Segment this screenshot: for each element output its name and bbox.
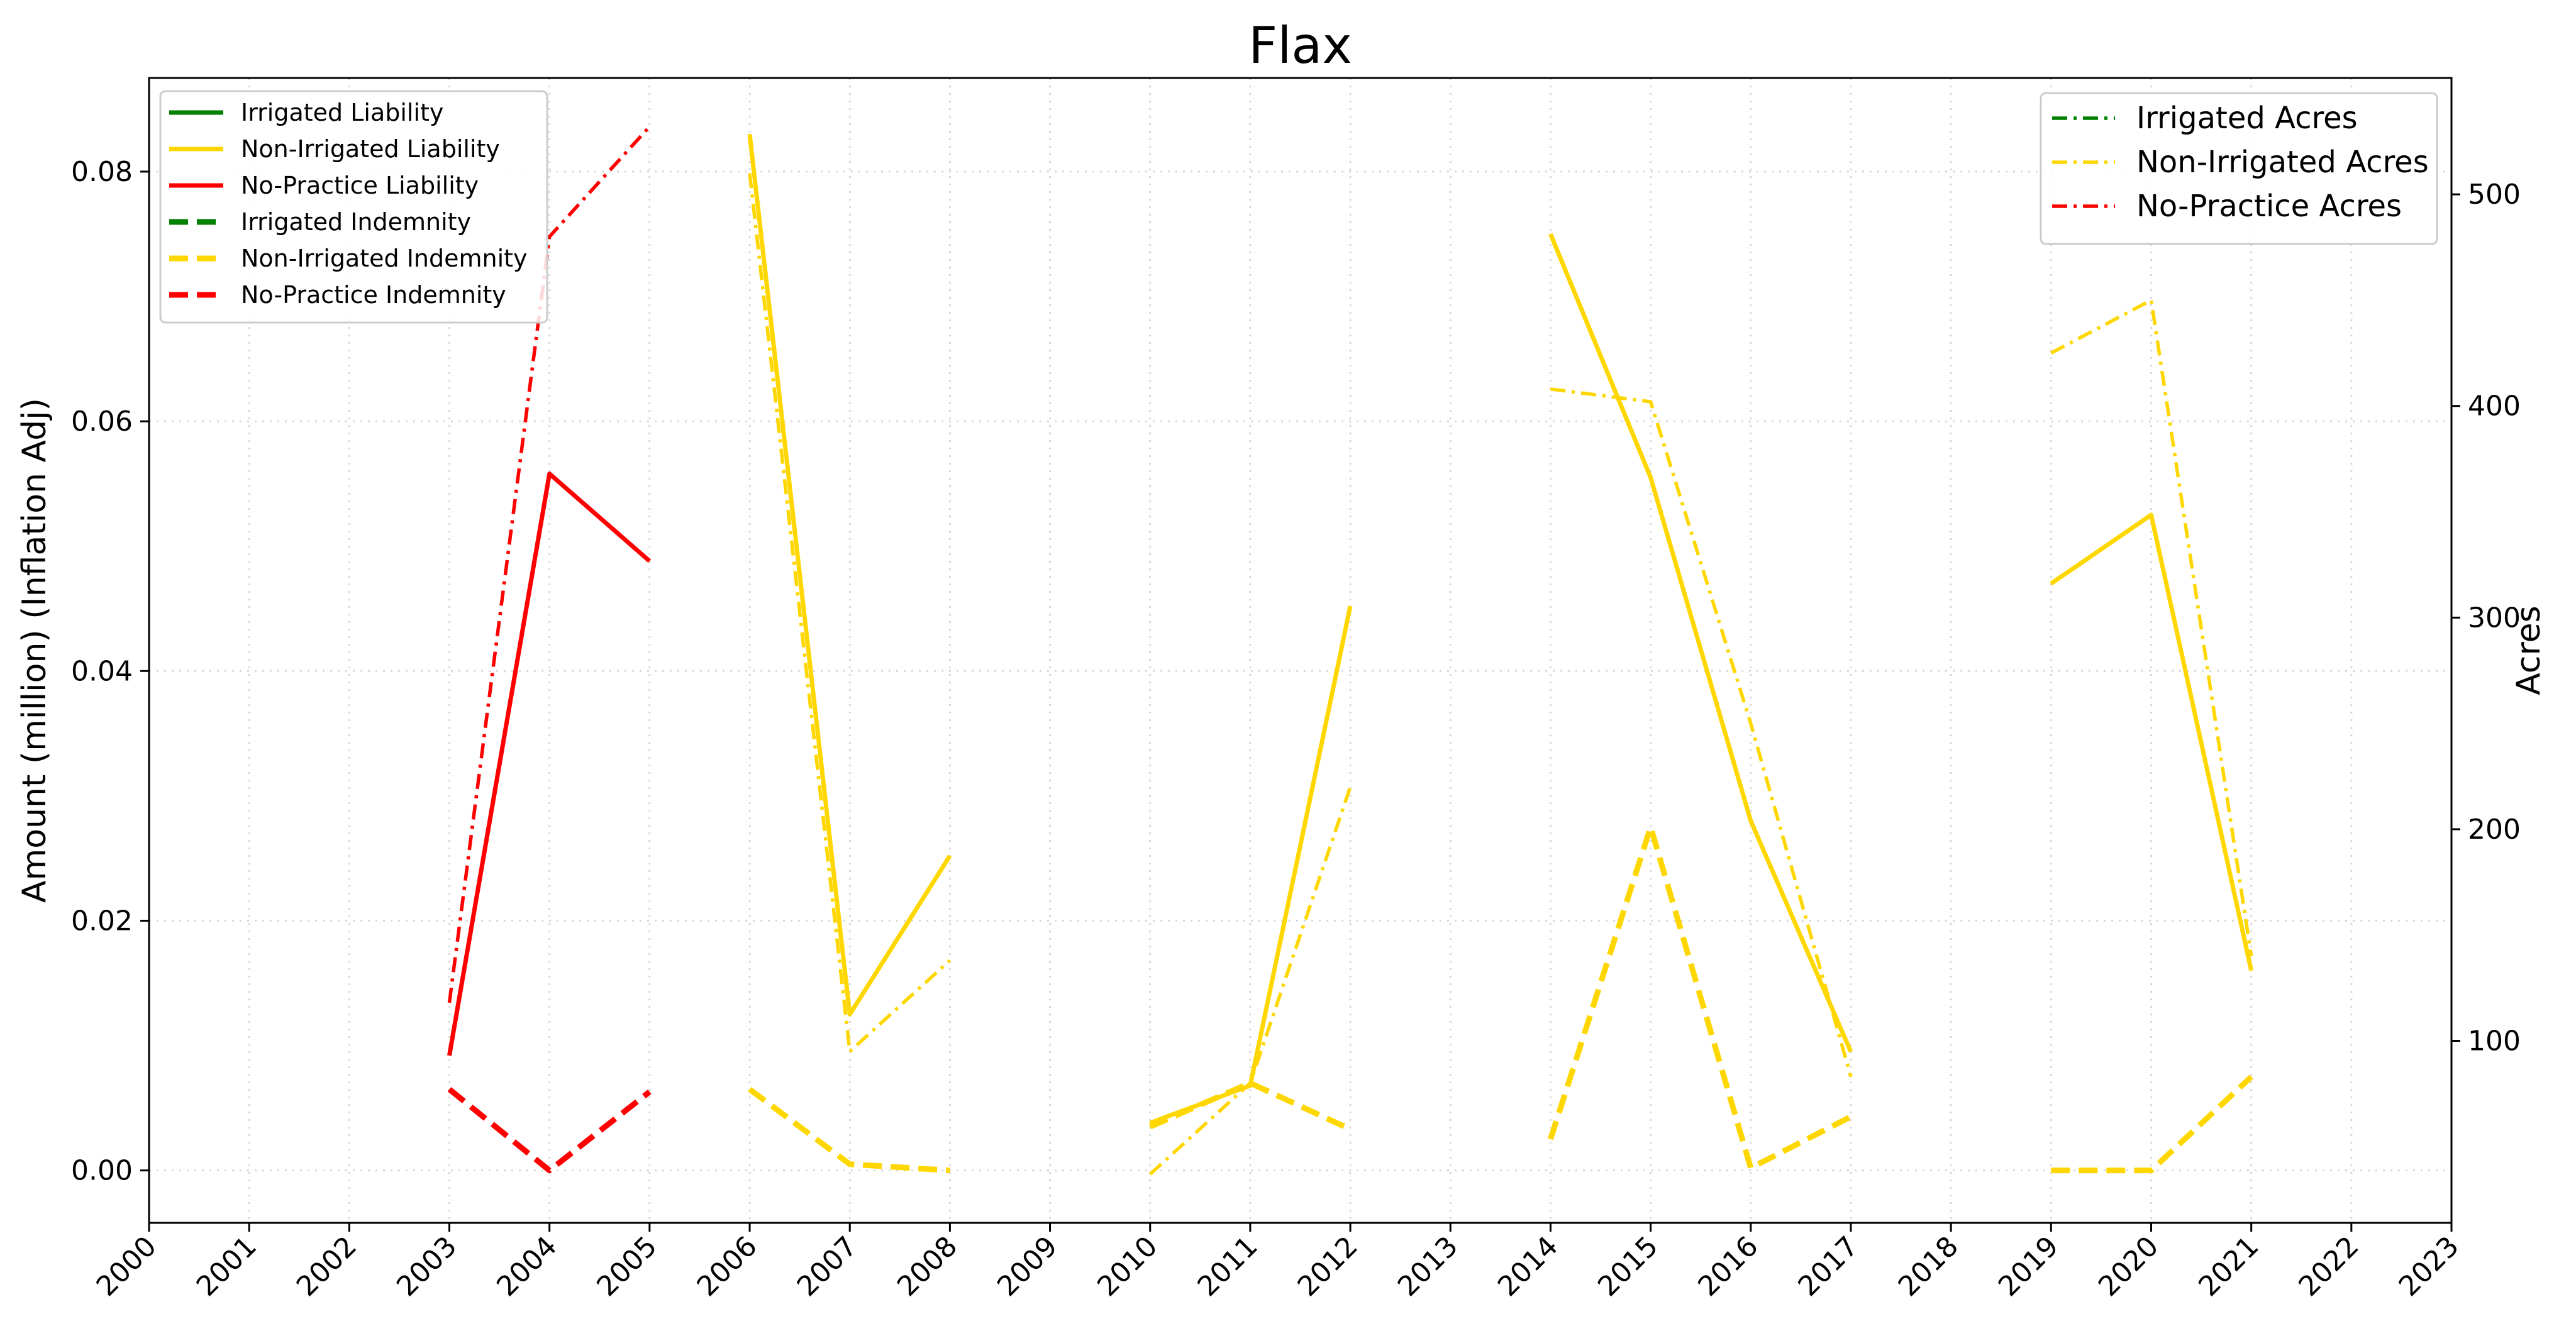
legend-entry-label: Non-Irrigated Indemnity: [241, 245, 528, 272]
series-line-no-practice-liability: [447, 472, 652, 1056]
legend-left-box: [159, 90, 548, 324]
series-line-non-irrigated-indemnity: [1548, 824, 1853, 1171]
x-tick-label: 2023: [2393, 1230, 2465, 1303]
x-tick-label: 2000: [91, 1230, 163, 1303]
legend-entry-label: Non-Irrigated Liability: [241, 135, 500, 163]
x-tick-label: 2006: [691, 1230, 763, 1303]
series-line-no-practice-indemnity: [447, 1087, 652, 1174]
y-tick-label: 0.02: [71, 905, 133, 937]
series-line-no-practice-acres: [447, 125, 651, 1003]
series-line-non-irrigated-acres: [1148, 786, 1352, 1176]
x-tick-label: 2016: [1692, 1230, 1764, 1303]
legend-entry-label: Irrigated Acres: [2136, 101, 2358, 136]
series-line-non-irrigated-indemnity: [2051, 1074, 2253, 1174]
x-tick-label: 2007: [791, 1230, 863, 1303]
legend-entry-label: No-Practice Liability: [241, 172, 479, 199]
x-tick-label: 2005: [591, 1230, 663, 1303]
x-tick-label: 2017: [1792, 1230, 1864, 1303]
chart-title: Flax: [1248, 16, 1352, 75]
x-tick-label: 2008: [891, 1230, 963, 1303]
x-tick-label: 2010: [1091, 1230, 1163, 1303]
y-tick-label: 0.06: [71, 406, 133, 438]
series-line-non-irrigated-liability: [747, 134, 952, 1017]
legend-entry-label: Irrigated Liability: [241, 99, 443, 126]
legend-entry-label: No-Practice Indemnity: [241, 281, 506, 309]
x-tick-label: 2001: [191, 1230, 263, 1303]
y2-tick-label: 200: [2468, 814, 2521, 846]
y-axis-title: Amount (million) (Inflation Adj): [16, 398, 53, 903]
y2-axis-title: Acres: [2510, 605, 2548, 695]
x-tick-label: 2013: [1392, 1230, 1464, 1303]
x-tick-label: 2018: [1892, 1230, 1965, 1303]
series-line-non-irrigated-liability: [1548, 233, 1853, 1053]
legend-right-box: [2040, 92, 2438, 245]
series-line-non-irrigated-liability: [2050, 512, 2254, 971]
x-tick-label: 2002: [291, 1230, 363, 1303]
x-tick-label: 2003: [391, 1230, 463, 1303]
x-tick-label: 2022: [2292, 1230, 2365, 1303]
series-line-non-irrigated-acres: [2050, 298, 2253, 957]
y-tick-label: 0.00: [71, 1155, 133, 1187]
series-line-non-irrigated-acres: [1550, 387, 1853, 1078]
y2-tick-label: 300: [2468, 602, 2521, 634]
legend-entry-label: Non-Irrigated Acres: [2136, 145, 2429, 180]
x-tick-label: 2004: [491, 1230, 563, 1303]
x-tick-label: 2021: [2192, 1230, 2265, 1303]
x-tick-label: 2012: [1292, 1230, 1364, 1303]
x-tick-label: 2019: [1992, 1230, 2065, 1303]
series-line-non-irrigated-indemnity: [1148, 1080, 1352, 1132]
x-tick-label: 2011: [1191, 1230, 1263, 1303]
x-tick-label: 2014: [1492, 1230, 1564, 1303]
x-tick-label: 2009: [991, 1230, 1063, 1303]
series-line-non-irrigated-indemnity: [748, 1086, 950, 1174]
y2-tick-label: 500: [2468, 179, 2521, 211]
legend-entry-label: No-Practice Acres: [2136, 189, 2402, 224]
y-tick-label: 0.04: [71, 655, 133, 687]
y2-tick-label: 400: [2468, 390, 2521, 422]
plot-frame: [148, 77, 2453, 1224]
x-tick-label: 2020: [2092, 1230, 2165, 1303]
legend-entry-label: Irrigated Indemnity: [241, 208, 471, 236]
y2-tick-label: 100: [2468, 1025, 2521, 1058]
y-tick-label: 0.08: [71, 156, 133, 188]
x-tick-label: 2015: [1592, 1230, 1664, 1303]
